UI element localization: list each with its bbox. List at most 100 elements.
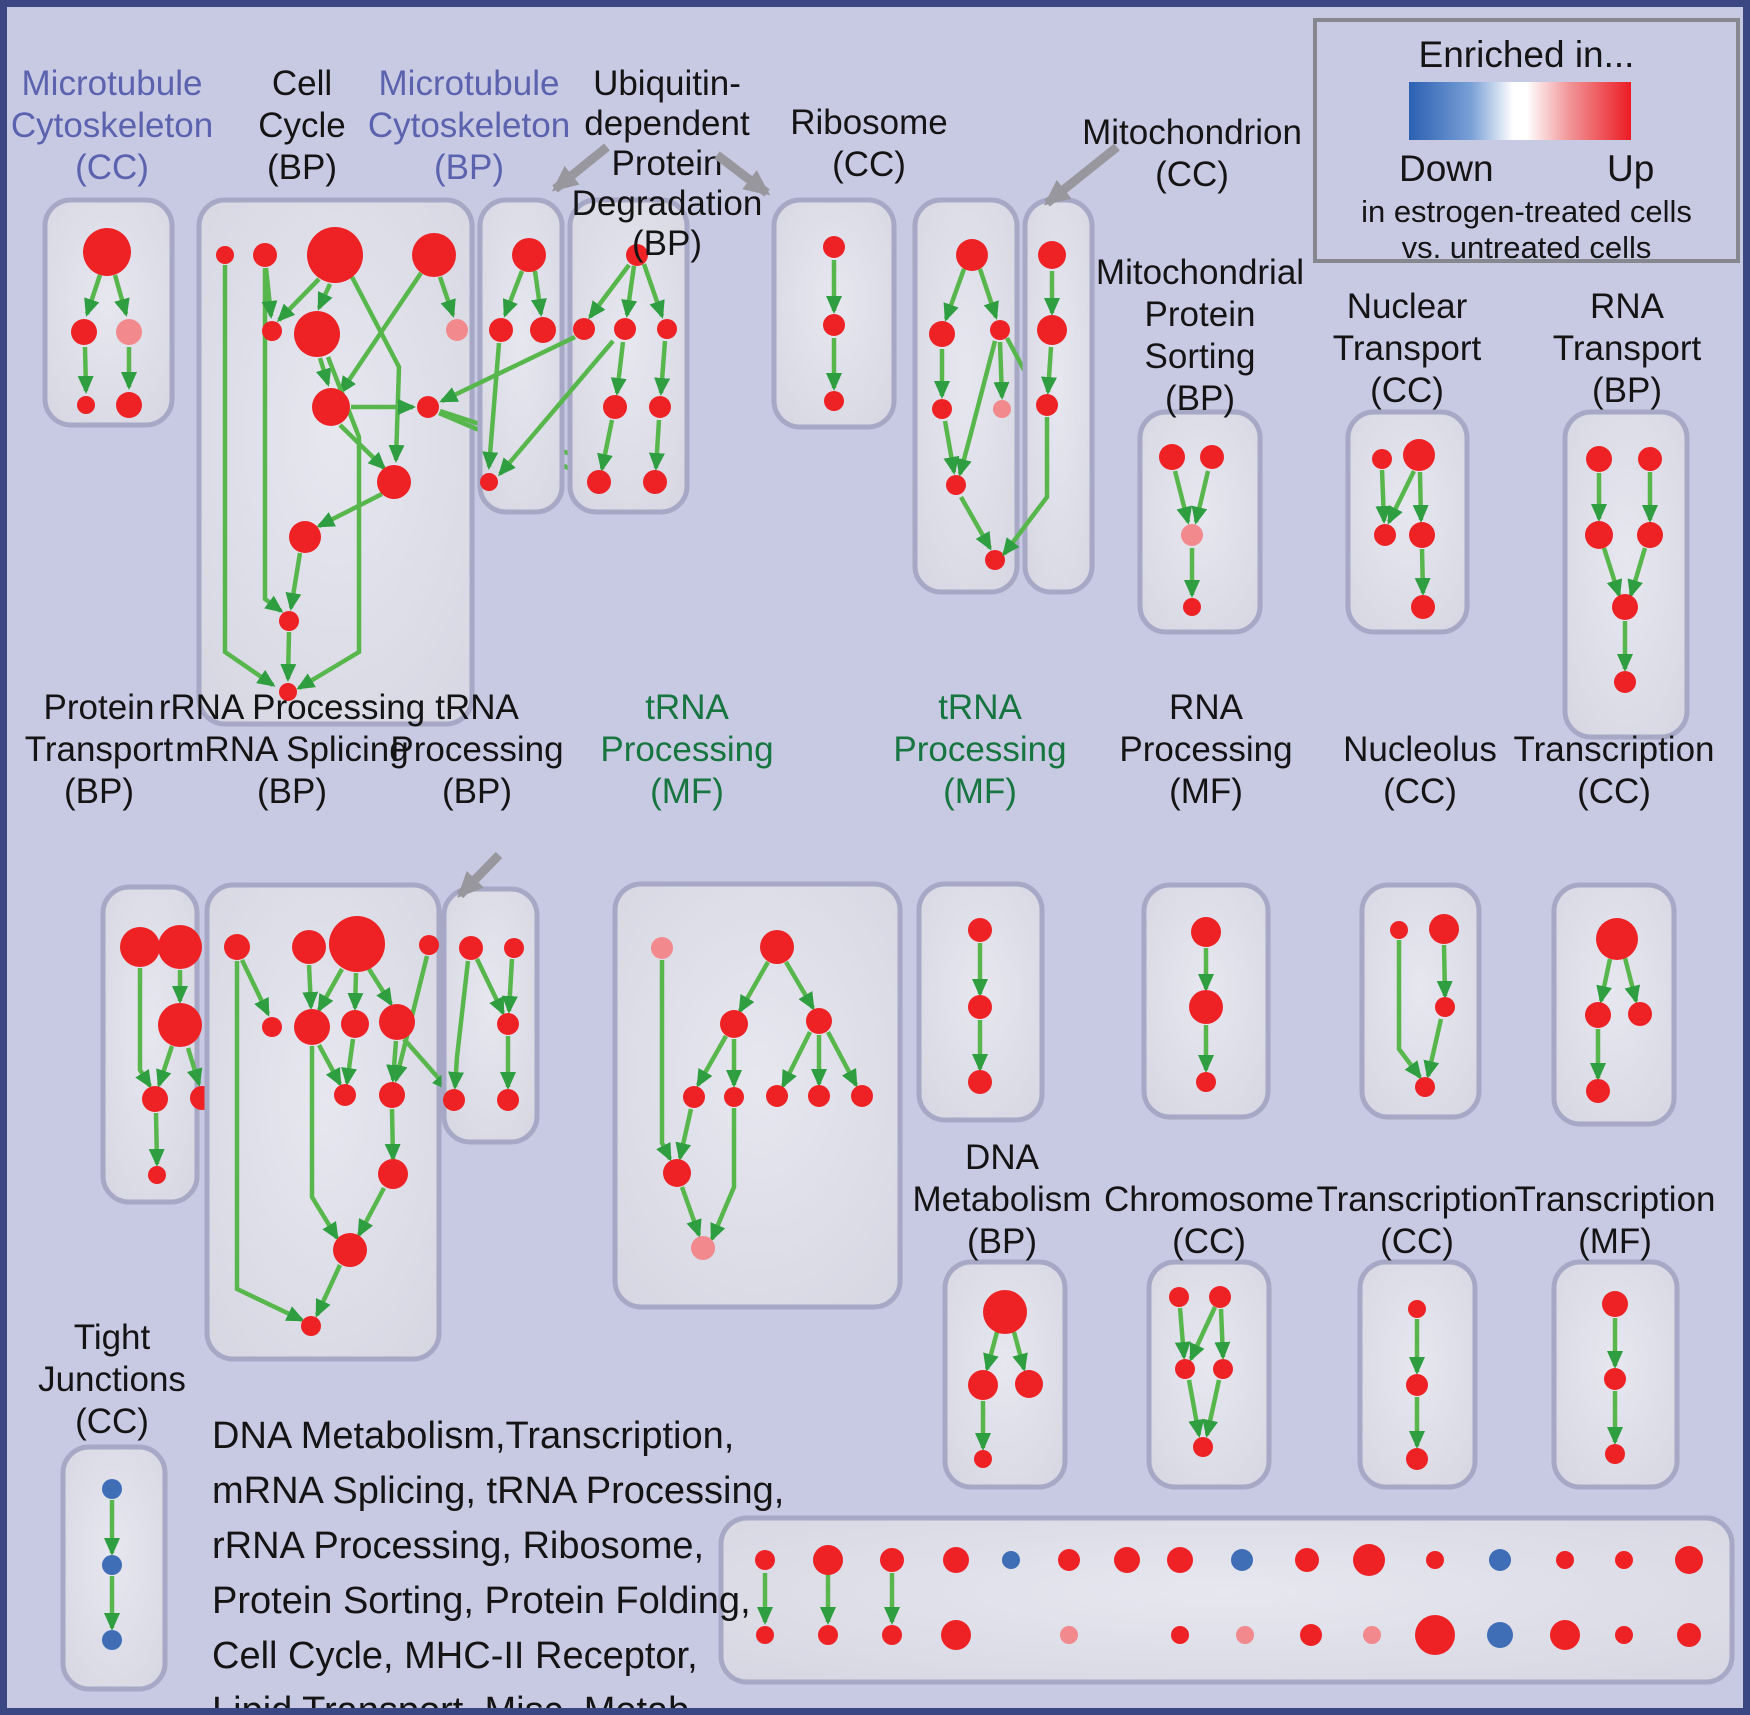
- ubiquitin-dependent-protein-degradation-bp-label: Ubiquitin-: [593, 64, 741, 103]
- node: [417, 396, 439, 418]
- ubiquitin-dependent-protein-degradation-bp-label: (BP): [632, 224, 702, 263]
- edge-arrow: [84, 274, 103, 317]
- node: [974, 1450, 992, 1468]
- edge-arrow: [357, 1186, 386, 1238]
- node: [880, 1548, 904, 1572]
- trna-bp-arrow: [456, 851, 503, 899]
- edge-arrow: [498, 339, 615, 477]
- edge-arrow: [309, 1046, 339, 1241]
- node: [663, 1159, 691, 1187]
- edge-arrow: [959, 495, 992, 551]
- transcription-cc-row2-label: (CC): [1577, 772, 1651, 811]
- node: [649, 396, 671, 418]
- edge-arrow: [641, 263, 665, 319]
- edge-arrow: [780, 1030, 813, 1089]
- node: [378, 1159, 408, 1189]
- node: [766, 1085, 788, 1107]
- edge-arrow: [280, 631, 297, 682]
- node: [691, 1236, 715, 1260]
- edge-arrow: [738, 960, 770, 1014]
- node: [1489, 1549, 1511, 1571]
- rna-transport-bp-label: (BP): [1592, 371, 1662, 410]
- tight-junctions-cc-label: Tight: [74, 1318, 151, 1357]
- cell-cycle-bp-label: Cell: [272, 64, 332, 103]
- dna-metabolism-bp-label: DNA: [965, 1138, 1040, 1177]
- node: [823, 236, 845, 258]
- edge-arrow: [262, 268, 284, 613]
- node: [993, 400, 1011, 418]
- node: [1614, 671, 1636, 693]
- node: [614, 318, 636, 340]
- node: [1037, 315, 1067, 345]
- edge-arrow: [709, 1108, 737, 1242]
- edge-arrow: [1414, 548, 1431, 596]
- node: [224, 934, 250, 960]
- node: [603, 395, 627, 419]
- node: [626, 244, 648, 266]
- node: [1638, 447, 1662, 471]
- node: [1585, 521, 1613, 549]
- edge-arrow: [239, 959, 271, 1017]
- node: [497, 1013, 519, 1035]
- trna-processing-bp-label: tRNA: [435, 688, 519, 727]
- ubiquitin-dependent-protein-degradation-bp-label: Degradation: [572, 184, 763, 223]
- tight-junctions-cc-label: (CC): [75, 1402, 149, 1441]
- cluster-transcription-mf: Transcription(MF): [1515, 1180, 1716, 1490]
- microtubule-cytoskeleton-cc-label: (CC): [75, 148, 149, 187]
- edge-arrow: [983, 1331, 1000, 1372]
- node: [341, 1010, 369, 1038]
- node: [1429, 914, 1459, 944]
- edge-arrow: [77, 346, 94, 394]
- node: [102, 1555, 122, 1575]
- edge-arrow: [1627, 547, 1648, 598]
- mitochondrial-protein-sorting-bp-label: Mitochondrial: [1096, 253, 1304, 292]
- rna-transport-bp-label: Transport: [1553, 329, 1702, 368]
- node: [1586, 1079, 1610, 1103]
- trna-processing-mf-1-label: (MF): [650, 772, 724, 811]
- node: [1596, 918, 1638, 960]
- edge-arrow: [1386, 470, 1417, 525]
- edge-arrow: [1174, 1307, 1191, 1360]
- node: [148, 1166, 166, 1184]
- rrna-processing-mrna-splicing-bp-label: (BP): [257, 772, 327, 811]
- cell-cycle-bp-label: Cycle: [258, 106, 346, 145]
- node: [1605, 1444, 1625, 1464]
- cluster-ubiquitin-dependent-protein-degradation-bp-2: [771, 197, 897, 430]
- edge-arrow: [1622, 957, 1641, 1004]
- dna-metabolism-bp-label: (BP): [967, 1222, 1037, 1261]
- edge-arrow: [1002, 417, 1050, 557]
- node: [1675, 1546, 1703, 1574]
- node: [1403, 439, 1435, 471]
- node: [1637, 522, 1663, 548]
- misc-line: rRNA Processing, Ribosome,: [212, 1525, 705, 1567]
- node: [329, 916, 385, 972]
- edge-arrow: [942, 420, 960, 475]
- node: [262, 321, 282, 341]
- edge-arrow: [1186, 1379, 1205, 1438]
- node: [71, 319, 97, 345]
- rna-processing-mf-label: Processing: [1119, 730, 1292, 769]
- misc-cluster-caption: DNA Metabolism,Transcription, mRNA Splic…: [212, 1409, 784, 1708]
- node: [294, 1009, 330, 1045]
- node: [102, 1630, 122, 1650]
- edge-arrow: [474, 958, 506, 1016]
- node: [1415, 1077, 1435, 1097]
- node: [1193, 1437, 1213, 1457]
- edge-arrow: [1202, 1379, 1222, 1438]
- transcription-mf-label: (MF): [1578, 1222, 1652, 1261]
- node: [294, 311, 340, 357]
- node: [530, 317, 556, 343]
- node: [968, 1070, 992, 1094]
- node: [77, 396, 95, 414]
- edge-arrow: [943, 268, 967, 322]
- edge-arrow: [448, 960, 471, 1090]
- edge-arrow: [156, 1045, 175, 1088]
- legend-box: Enriched in... Down Up in estrogen-treat…: [1313, 18, 1740, 265]
- chromosome-cc-label: Chromosome: [1104, 1180, 1314, 1219]
- edge-arrow: [338, 423, 387, 471]
- edge-arrow: [1191, 470, 1211, 525]
